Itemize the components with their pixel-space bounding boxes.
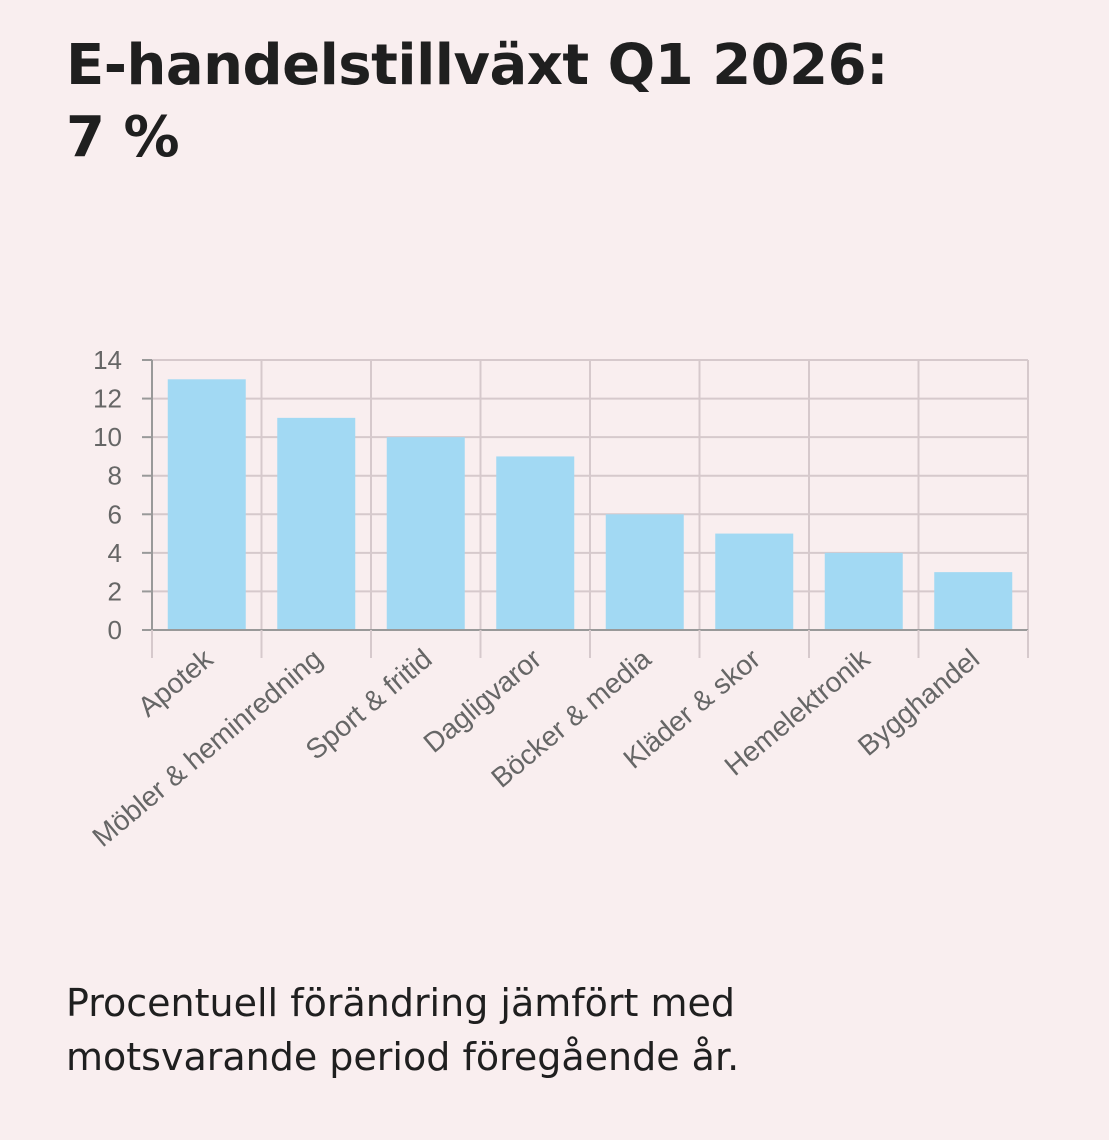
- bar-2: [277, 417, 356, 630]
- bar-6: [715, 533, 794, 630]
- y-tick-label: 6: [108, 499, 122, 529]
- y-tick-label: 2: [108, 576, 122, 606]
- y-tick-label: 8: [108, 461, 122, 491]
- y-tick-label: 4: [108, 538, 122, 568]
- chart-title: E-handelstillväxt Q1 2026: 7 %: [66, 30, 1066, 174]
- bar-4: [496, 456, 575, 630]
- bar-1: [167, 379, 246, 630]
- chart-axes: [142, 359, 1029, 658]
- chart-caption-line-2: motsvarande period föregående år.: [66, 1035, 740, 1079]
- chart-title-line-2: 7 %: [66, 105, 180, 170]
- bar-7: [824, 552, 903, 630]
- bar-8: [934, 572, 1013, 630]
- chart-bars: [167, 379, 1013, 630]
- y-tick-label: 12: [93, 384, 122, 414]
- chart-caption: Procentuell förändring jämfört med motsv…: [66, 976, 1026, 1084]
- chart-caption-line-1: Procentuell förändring jämfört med: [66, 981, 736, 1025]
- bar-5: [605, 514, 684, 630]
- y-tick-label: 10: [93, 422, 122, 452]
- y-tick-label: 0: [108, 615, 122, 645]
- bar-3: [386, 437, 465, 630]
- x-tick-label: Bygghandel: [852, 643, 985, 762]
- x-tick-label: Apotek: [132, 642, 219, 722]
- y-tick-label: 14: [93, 345, 122, 375]
- y-axis-tick-labels: 0 2 4 6 8 10 12 14: [93, 345, 122, 645]
- chart-title-line-1: E-handelstillväxt Q1 2026:: [66, 33, 888, 98]
